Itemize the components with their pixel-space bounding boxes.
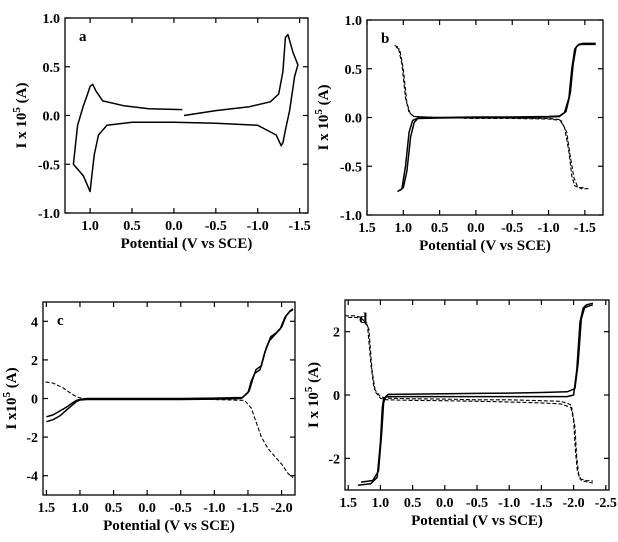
x-tick-label-b: 1.5: [358, 221, 376, 236]
x-tick-label-b: 0.0: [467, 221, 485, 236]
y-tick-label-c: 0: [31, 393, 38, 408]
x-tick-label-a: -1.0: [247, 219, 269, 234]
y-tick-label-a: 0.5: [43, 61, 61, 76]
x-tick-label-c: -2.0: [270, 501, 292, 516]
y-tick-label-c: -4: [26, 470, 38, 485]
y-tick-label-a: -1.0: [38, 207, 60, 222]
x-tick-label-c: 0.0: [138, 501, 156, 516]
y-tick-label-d: 2: [333, 326, 340, 341]
y-tick-label-a: -0.5: [38, 158, 60, 173]
y-tick-label-b: 0.0: [345, 112, 363, 127]
panel-d: 1.5 1.0 0.5 0.0 -0.5 -1.0 -1.5 -2.0 -2.5 -2 0 2 Pote…: [303, 299, 617, 529]
x-tick-label-d: 0.5: [404, 496, 422, 511]
y-tick-label-a: 0.0: [43, 110, 61, 125]
x-tick-label-d: 1.0: [372, 496, 390, 511]
panel-label-b: b: [381, 31, 389, 47]
y-tick-label-c: -2: [26, 431, 38, 446]
series-line-b-2: [397, 42, 596, 193]
y-tick-label-d: 0: [333, 389, 340, 404]
x-tick-label-a: -1.5: [289, 219, 311, 234]
series-line-a-1: [72, 33, 299, 193]
y-tick-label-c: 2: [31, 354, 38, 369]
series-line-b-4: [394, 44, 589, 190]
x-tick-label-b: 1.0: [395, 221, 413, 236]
x-tick-label-d: 1.5: [339, 496, 357, 511]
y-axis-title-d: I x 105 (A): [303, 362, 322, 428]
x-tick-label-d: -0.5: [466, 496, 488, 511]
x-tick-label-a: 1.0: [81, 219, 99, 234]
series-line-d-2: [360, 304, 594, 483]
y-tick-label-b: 1.0: [345, 14, 363, 29]
x-tick-label-d: -2.0: [562, 496, 584, 511]
x-tick-label-c: -1.0: [203, 501, 225, 516]
y-tick-label-a: 1.0: [43, 12, 61, 27]
y-axis-title-a: I x 105 (A): [11, 83, 30, 149]
panel-c: 1.5 1.0 0.5 0.0 -0.5 -1.0 -1.5 -2.0 -4 -2 0 2 4 Poten…: [1, 301, 296, 534]
x-tick-label-c: 0.5: [105, 501, 123, 516]
y-tick-label-b: 0.5: [345, 63, 363, 78]
x-axis-title-b: Potential (V vs SCE): [419, 238, 551, 254]
y-tick-label-b: -1.0: [340, 209, 362, 224]
x-tick-label-c: 1.0: [71, 501, 89, 516]
y-axis-title-b: I x 105 (A): [313, 85, 332, 151]
series-line-c-2: [46, 308, 294, 418]
x-tick-label-a: 0.5: [123, 219, 141, 234]
x-tick-label-b: -1.0: [537, 221, 559, 236]
panel-label-a: a: [79, 29, 87, 45]
x-tick-label-b: -1.5: [574, 221, 596, 236]
y-tick-label-d: -2: [328, 452, 340, 467]
y-axis-title-c: I x105 (A): [1, 367, 20, 429]
x-axis-title-a: Potential (V vs SCE): [121, 236, 253, 252]
y-tick-label-b: -0.5: [340, 160, 362, 175]
panel-label-c: c: [57, 313, 64, 329]
x-tick-label-d: -1.5: [530, 496, 552, 511]
x-tick-label-a: -0.5: [205, 219, 227, 234]
panel-a: 1.0 0.5 0.0 -0.5 -1.0 -1.5 -1.0 -0.5 0.0 0.5 1.0 Po…: [11, 12, 311, 252]
x-tick-label-d: 0.0: [436, 496, 454, 511]
panel-b: 1.5 1.0 0.5 0.0 -0.5 -1.0 -1.5 -1.0 -0.5 0.0 0.5 1.…: [313, 14, 604, 254]
x-tick-label-b: 0.5: [431, 221, 449, 236]
series-line-c-1: [46, 309, 294, 423]
series-line-d-4: [348, 316, 593, 484]
x-tick-label-a: 0.0: [165, 219, 183, 234]
x-tick-label-d: -2.5: [595, 496, 617, 511]
x-axis-title-c: Potential (V vs SCE): [103, 518, 235, 534]
x-tick-label-c: -1.5: [237, 501, 259, 516]
panel-label-d: d: [359, 311, 368, 327]
x-tick-label-b: -0.5: [501, 221, 523, 236]
series-line-d-3: [345, 315, 593, 482]
x-tick-label-c: -0.5: [170, 501, 192, 516]
x-tick-label-d: -1.0: [498, 496, 520, 511]
plot-frame-d: [344, 299, 610, 491]
y-tick-label-c: 4: [31, 315, 38, 330]
x-tick-label-c: 1.5: [38, 501, 56, 516]
series-line-c-3: [43, 381, 294, 479]
x-axis-title-d: Potential (V vs SCE): [411, 513, 543, 529]
